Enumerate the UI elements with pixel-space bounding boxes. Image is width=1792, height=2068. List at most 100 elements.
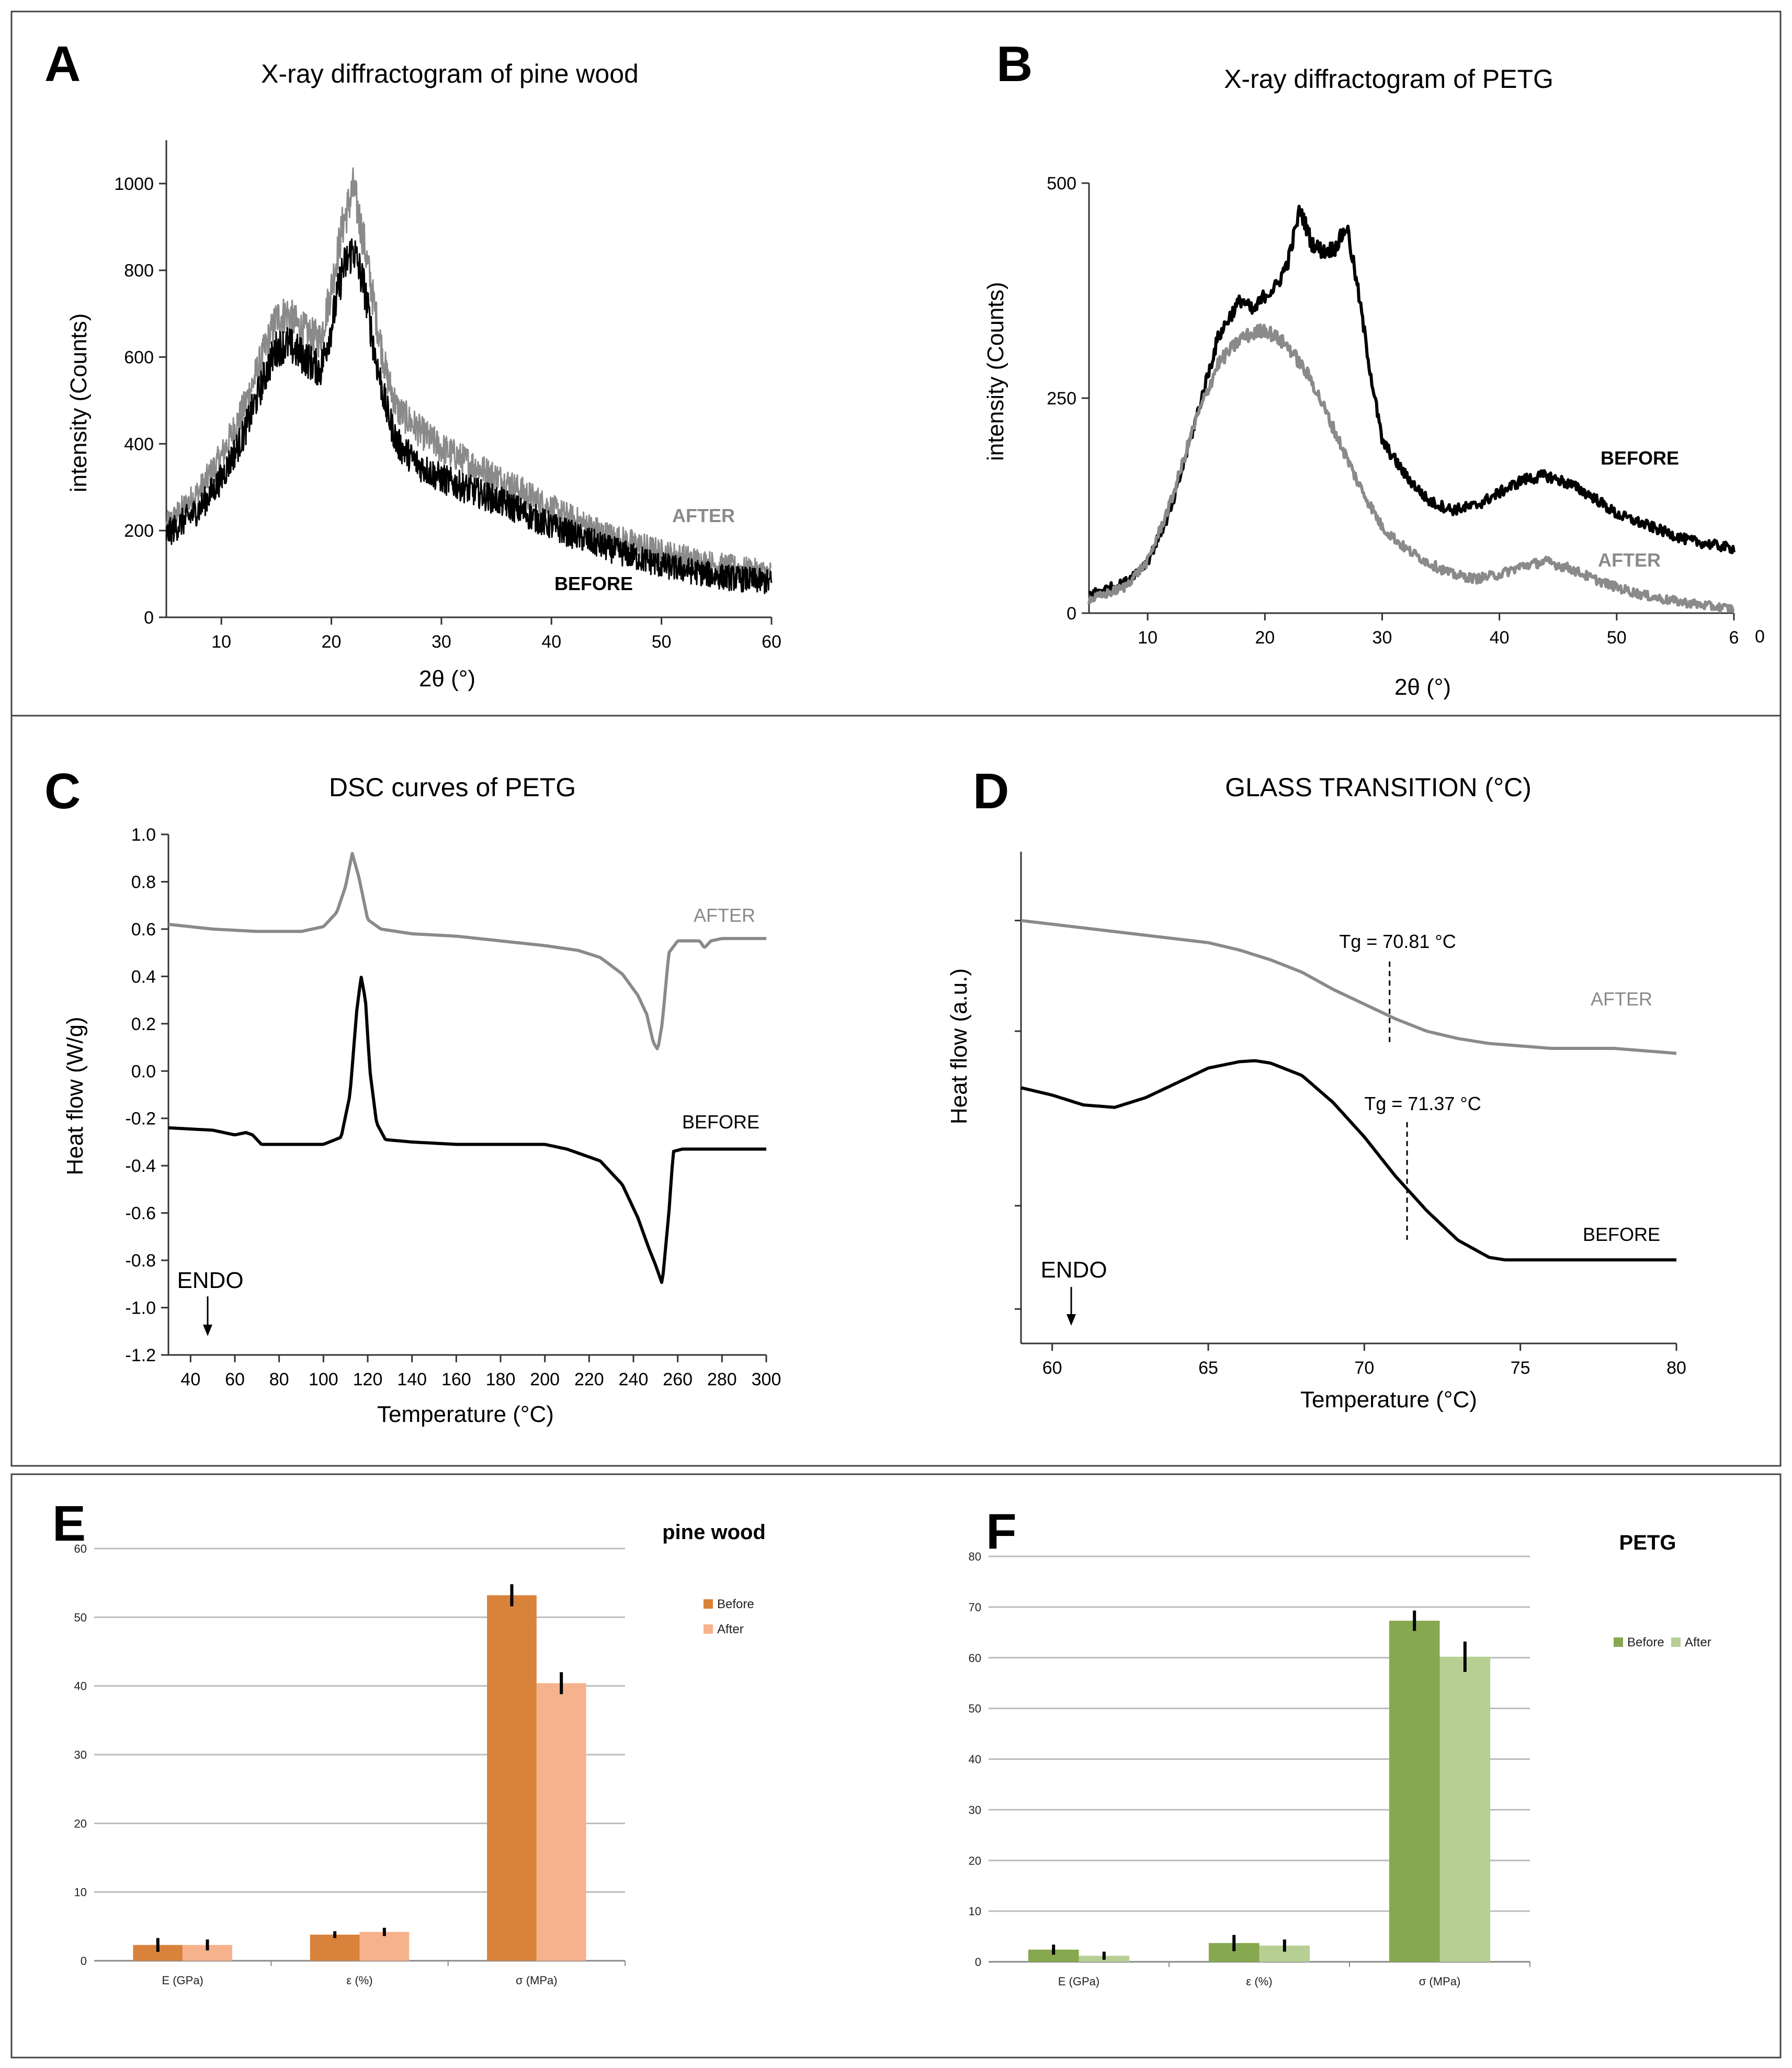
- p3-x-tick-label: 65: [1198, 1358, 1218, 1378]
- chart-title-c: DSC curves of PETG: [329, 773, 576, 802]
- endo-arrow-c-head: [203, 1325, 212, 1336]
- p2-y-tick-label: -1.0: [125, 1298, 156, 1318]
- p2-x-tick-label: 240: [619, 1370, 649, 1389]
- series-label-a-after: AFTER: [672, 505, 735, 526]
- p1-x-tick-label: 50: [1607, 628, 1627, 648]
- endo-arrow-d-head: [1067, 1314, 1076, 1326]
- p5-bar-before: [1389, 1621, 1440, 1962]
- p4-y-tick-label: 40: [74, 1680, 87, 1693]
- p2-series-after-line: [168, 852, 767, 1050]
- p2-y-tick-label: -0.6: [125, 1204, 156, 1224]
- p2-series-before-line: [168, 976, 767, 1284]
- p0-y-tick-label: 1000: [114, 174, 154, 194]
- p2-y-tick-label: 0.6: [131, 920, 156, 940]
- p0-x-tick-label: 30: [432, 632, 451, 652]
- p1-x-tick-label: 40: [1490, 628, 1510, 648]
- x-axis-title-b: 2θ (°): [1394, 674, 1451, 700]
- p0-y-tick-label: 600: [124, 348, 154, 368]
- p4-bar-after: [536, 1683, 586, 1961]
- series-label-c-before: BEFORE: [682, 1111, 759, 1133]
- p5-y-tick-label: 20: [969, 1854, 981, 1867]
- p2-y-tick-label: -0.8: [125, 1251, 156, 1271]
- p4-legend-label-before: Before: [717, 1597, 754, 1611]
- p4-y-tick-label: 30: [74, 1748, 87, 1761]
- p2-y-tick-label: -1.2: [125, 1346, 156, 1365]
- p1-y-tick-label: 0: [1067, 604, 1076, 624]
- p2-x-tick-label: 200: [530, 1370, 560, 1389]
- y-axis-title-a: intensity (Counts): [66, 313, 92, 492]
- p0-y-tick-label: 400: [124, 434, 154, 454]
- p3-x-tick-label: 60: [1042, 1358, 1062, 1378]
- p2-y-tick-label: 0.4: [131, 967, 156, 987]
- p0-y-tick-label: 800: [124, 261, 154, 281]
- p4-y-tick-label: 0: [81, 1954, 87, 1968]
- series-label-c-after: AFTER: [694, 905, 755, 926]
- p0-x-tick-label: 60: [762, 632, 781, 652]
- p2-x-tick-label: 280: [707, 1370, 737, 1389]
- p5-legend-swatch-after: [1671, 1637, 1681, 1647]
- p5-category-label: σ (MPa): [1419, 1975, 1461, 1988]
- series-label-b-after: AFTER: [1598, 549, 1661, 571]
- p3-series-before-line: [1020, 1059, 1676, 1262]
- p2-x-tick-label: 260: [663, 1370, 693, 1389]
- p4-bar-after: [359, 1931, 410, 1961]
- p5-y-tick-label: 80: [969, 1550, 981, 1563]
- p4-category-label: E (GPa): [162, 1974, 203, 1987]
- p4-bar-before: [310, 1935, 360, 1961]
- p1-x-tick-label: 20: [1255, 628, 1275, 648]
- p5-y-tick-label: 60: [969, 1652, 981, 1665]
- p0-x-tick-label: 10: [211, 632, 231, 652]
- p2-x-tick-label: 160: [441, 1370, 471, 1389]
- p3-series-after-line: [1020, 919, 1677, 1055]
- x-axis-title-a: 2θ (°): [419, 666, 475, 692]
- p4-y-tick-label: 10: [74, 1886, 87, 1899]
- p2-x-tick-label: 60: [225, 1370, 245, 1389]
- x-axis-title-c: Temperature (°C): [377, 1402, 554, 1427]
- y-axis-title-d: Heat flow (a.u.): [946, 968, 972, 1124]
- p2-x-tick-label: 180: [486, 1370, 516, 1389]
- p0-x-tick-label: 40: [541, 632, 561, 652]
- chart-title-e: pine wood: [662, 1521, 766, 1544]
- p1-x-tick-label: 6: [1729, 628, 1739, 648]
- series-label-d-before: BEFORE: [1583, 1224, 1660, 1245]
- y-axis-title-c: Heat flow (W/g): [62, 1016, 88, 1175]
- frame-top: [10, 10, 1782, 1467]
- p2-y-tick-label: 0.2: [131, 1014, 156, 1034]
- p2-y-tick-label: 0.8: [131, 872, 156, 892]
- p5-bar-after: [1439, 1656, 1491, 1962]
- panel-letter-c: C: [44, 763, 81, 819]
- p1-series-after-line: [1087, 323, 1735, 614]
- p5-y-tick-label: 40: [969, 1753, 981, 1766]
- p2-x-tick-label: 80: [269, 1370, 289, 1389]
- series-label-d-after: AFTER: [1591, 988, 1652, 1010]
- p5-y-tick-label: 70: [969, 1601, 981, 1614]
- p5-y-tick-label: 30: [969, 1803, 981, 1816]
- p1-x-tick-label: 30: [1373, 628, 1392, 648]
- p5-legend-label-before: Before: [1627, 1635, 1664, 1649]
- p2-y-tick-label: 1.0: [131, 825, 156, 845]
- p5-bar-before: [1028, 1949, 1079, 1962]
- panel-letter-d: D: [973, 763, 1009, 819]
- p5-y-tick-label: 50: [969, 1702, 981, 1715]
- p4-category-label: ε (%): [346, 1974, 372, 1987]
- x-axis-title-d: Temperature (°C): [1300, 1387, 1477, 1412]
- p4-legend-swatch-before: [704, 1599, 713, 1609]
- chart-title-a: X-ray diffractogram of pine wood: [261, 59, 639, 88]
- p0-x-tick-label: 50: [652, 632, 672, 652]
- endo-label-c: ENDO: [177, 1268, 243, 1293]
- tg-label-before: Tg = 71.37 °C: [1364, 1093, 1481, 1114]
- series-label-a-before: BEFORE: [554, 573, 633, 594]
- panel-letter-a: A: [44, 36, 81, 92]
- p2-x-tick-label: 220: [574, 1370, 604, 1389]
- panel-letter-f: F: [986, 1504, 1017, 1560]
- p3-x-tick-label: 75: [1511, 1358, 1530, 1378]
- p4-legend-label-after: After: [717, 1622, 744, 1636]
- p2-x-tick-label: 120: [353, 1370, 383, 1389]
- endo-label-d: ENDO: [1040, 1257, 1107, 1283]
- panel-letter-b: B: [996, 36, 1033, 92]
- p4-y-tick-label: 50: [74, 1611, 87, 1624]
- p5-category-label: E (GPa): [1058, 1975, 1099, 1988]
- p0-y-tick-label: 0: [144, 608, 154, 628]
- p5-category-label: ε (%): [1246, 1975, 1272, 1988]
- p2-x-tick-label: 40: [180, 1370, 200, 1389]
